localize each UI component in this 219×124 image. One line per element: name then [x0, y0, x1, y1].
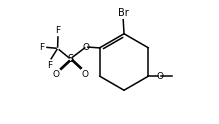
Text: F: F [55, 26, 60, 35]
Text: F: F [40, 43, 45, 52]
Text: S: S [67, 54, 74, 64]
Text: O: O [157, 72, 164, 81]
Text: O: O [82, 43, 89, 52]
Text: F: F [48, 61, 53, 70]
Text: O: O [52, 70, 59, 79]
Text: O: O [82, 70, 89, 79]
Text: Br: Br [118, 8, 129, 18]
